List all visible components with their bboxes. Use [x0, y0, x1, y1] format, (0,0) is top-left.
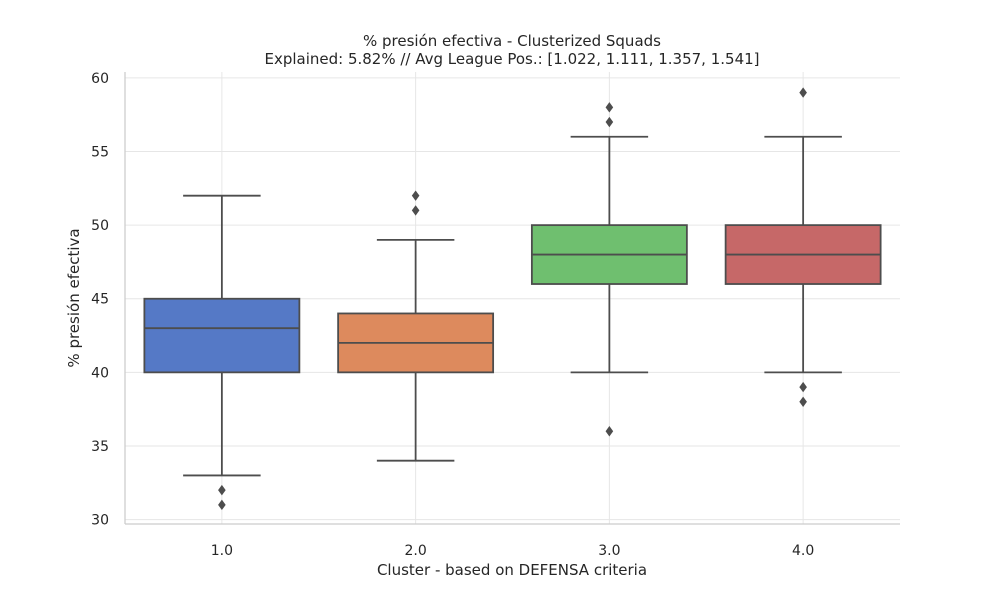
chart-subtitle: Explained: 5.82% // Avg League Pos.: [1.…	[264, 50, 759, 68]
outlier-point	[218, 484, 226, 496]
chart-title: % presión efectiva - Clusterized Squads	[363, 32, 661, 50]
box-group	[724, 87, 882, 407]
y-tick-label: 60	[91, 71, 109, 87]
x-tick-label: 3.0	[598, 543, 620, 559]
box-group	[530, 102, 688, 437]
box-layer	[143, 87, 882, 511]
outlier-point	[411, 190, 420, 201]
outlier-point	[605, 426, 614, 437]
y-tick-label: 45	[91, 292, 109, 308]
x-tick-label: 1.0	[211, 543, 233, 559]
outlier-point	[799, 381, 807, 393]
x-axis-label: Cluster - based on DEFENSA criteria	[377, 561, 647, 579]
y-tick-label: 55	[91, 145, 109, 161]
box-iqr	[143, 297, 301, 374]
outlier-point	[605, 116, 614, 128]
box-group	[143, 194, 301, 511]
outlier-point	[605, 102, 614, 113]
outlier-point	[799, 396, 807, 407]
y-tick-label: 30	[91, 513, 109, 529]
y-tick-label: 50	[91, 218, 109, 234]
box-group	[337, 190, 495, 462]
x-tick-label: 2.0	[404, 543, 426, 559]
y-tick-label: 35	[91, 439, 109, 455]
y-tick-label: 40	[91, 365, 109, 381]
outlier-point	[411, 205, 420, 216]
y-axis-label: % presión efectiva	[65, 228, 83, 367]
tick-layer: 30 35 40 45 50 55 60 1.0 2.0 3.0 4.0	[91, 71, 814, 559]
x-tick-label: 4.0	[792, 543, 814, 559]
outlier-point	[799, 87, 807, 98]
outlier-point	[218, 499, 226, 511]
